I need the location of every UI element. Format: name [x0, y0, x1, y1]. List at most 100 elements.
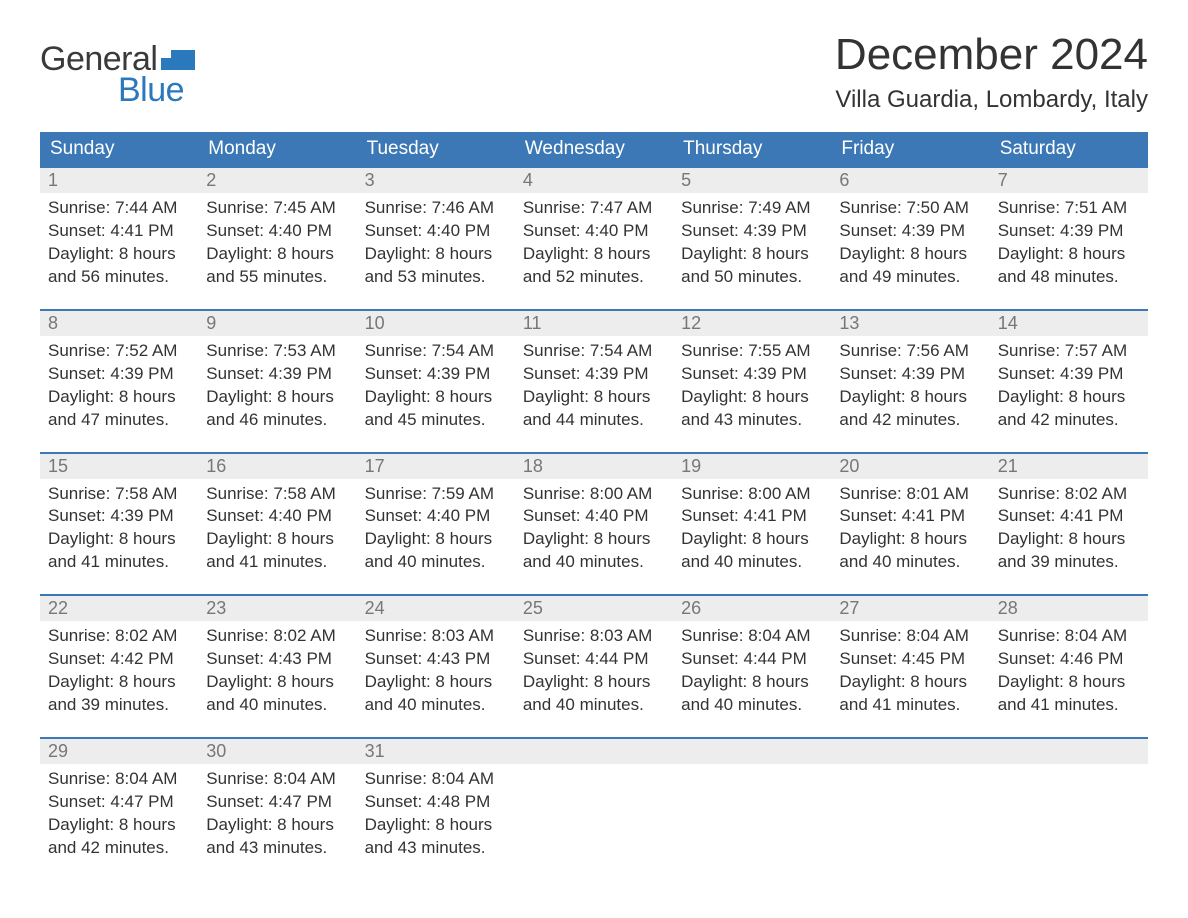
daylight-line-2: and 40 minutes.: [365, 694, 507, 717]
day-number: 14: [990, 309, 1148, 336]
sunrise-line: Sunrise: 7:50 AM: [839, 197, 981, 220]
day-number: 17: [357, 452, 515, 479]
day-body: Sunrise: 7:55 AMSunset: 4:39 PMDaylight:…: [673, 336, 831, 440]
sunset-line: Sunset: 4:40 PM: [365, 220, 507, 243]
day-cell: 10Sunrise: 7:54 AMSunset: 4:39 PMDayligh…: [357, 309, 515, 440]
sunrise-line: Sunrise: 8:00 AM: [681, 483, 823, 506]
sunset-line: Sunset: 4:48 PM: [365, 791, 507, 814]
sunrise-line: Sunrise: 7:57 AM: [998, 340, 1140, 363]
day-number: 11: [515, 309, 673, 336]
day-body: Sunrise: 8:00 AMSunset: 4:41 PMDaylight:…: [673, 479, 831, 583]
day-body: Sunrise: 7:58 AMSunset: 4:40 PMDaylight:…: [198, 479, 356, 583]
daylight-line-1: Daylight: 8 hours: [681, 243, 823, 266]
sunset-line: Sunset: 4:44 PM: [523, 648, 665, 671]
sunset-line: Sunset: 4:40 PM: [206, 220, 348, 243]
sunset-line: Sunset: 4:39 PM: [998, 363, 1140, 386]
daylight-line-2: and 43 minutes.: [206, 837, 348, 860]
day-number: 26: [673, 594, 831, 621]
daylight-line-1: Daylight: 8 hours: [998, 243, 1140, 266]
day-cell: [515, 737, 673, 868]
sunrise-line: Sunrise: 7:55 AM: [681, 340, 823, 363]
day-number: 22: [40, 594, 198, 621]
day-cell: 1Sunrise: 7:44 AMSunset: 4:41 PMDaylight…: [40, 166, 198, 297]
sunset-line: Sunset: 4:43 PM: [206, 648, 348, 671]
day-body: Sunrise: 7:52 AMSunset: 4:39 PMDaylight:…: [40, 336, 198, 440]
sunrise-line: Sunrise: 7:54 AM: [523, 340, 665, 363]
day-number: 25: [515, 594, 673, 621]
day-cell: 9Sunrise: 7:53 AMSunset: 4:39 PMDaylight…: [198, 309, 356, 440]
day-number: 7: [990, 166, 1148, 193]
sunrise-line: Sunrise: 8:04 AM: [365, 768, 507, 791]
day-header-cell: Tuesday: [357, 132, 515, 166]
daylight-line-1: Daylight: 8 hours: [206, 386, 348, 409]
day-cell: 28Sunrise: 8:04 AMSunset: 4:46 PMDayligh…: [990, 594, 1148, 725]
day-body: Sunrise: 8:04 AMSunset: 4:48 PMDaylight:…: [357, 764, 515, 868]
daylight-line-1: Daylight: 8 hours: [206, 528, 348, 551]
sunset-line: Sunset: 4:39 PM: [523, 363, 665, 386]
sunset-line: Sunset: 4:39 PM: [206, 363, 348, 386]
sunset-line: Sunset: 4:39 PM: [681, 363, 823, 386]
day-header-cell: Monday: [198, 132, 356, 166]
day-number: 29: [40, 737, 198, 764]
day-cell: 18Sunrise: 8:00 AMSunset: 4:40 PMDayligh…: [515, 452, 673, 583]
day-number: 9: [198, 309, 356, 336]
daylight-line-2: and 40 minutes.: [839, 551, 981, 574]
daylight-line-1: Daylight: 8 hours: [365, 814, 507, 837]
sunrise-line: Sunrise: 8:04 AM: [48, 768, 190, 791]
day-cell: 31Sunrise: 8:04 AMSunset: 4:48 PMDayligh…: [357, 737, 515, 868]
day-body: Sunrise: 7:59 AMSunset: 4:40 PMDaylight:…: [357, 479, 515, 583]
sunset-line: Sunset: 4:46 PM: [998, 648, 1140, 671]
day-cell: 24Sunrise: 8:03 AMSunset: 4:43 PMDayligh…: [357, 594, 515, 725]
day-body: Sunrise: 8:03 AMSunset: 4:44 PMDaylight:…: [515, 621, 673, 725]
day-number: 10: [357, 309, 515, 336]
day-body: Sunrise: 7:44 AMSunset: 4:41 PMDaylight:…: [40, 193, 198, 297]
daylight-line-1: Daylight: 8 hours: [48, 386, 190, 409]
day-cell: 29Sunrise: 8:04 AMSunset: 4:47 PMDayligh…: [40, 737, 198, 868]
header: General Blue December 2024 Villa Guardia…: [40, 30, 1148, 126]
day-cell: 8Sunrise: 7:52 AMSunset: 4:39 PMDaylight…: [40, 309, 198, 440]
sunrise-line: Sunrise: 8:01 AM: [839, 483, 981, 506]
daylight-line-2: and 41 minutes.: [998, 694, 1140, 717]
sunrise-line: Sunrise: 7:47 AM: [523, 197, 665, 220]
day-cell: 21Sunrise: 8:02 AMSunset: 4:41 PMDayligh…: [990, 452, 1148, 583]
day-number: 24: [357, 594, 515, 621]
sunset-line: Sunset: 4:40 PM: [365, 505, 507, 528]
sunset-line: Sunset: 4:45 PM: [839, 648, 981, 671]
daylight-line-1: Daylight: 8 hours: [365, 243, 507, 266]
daylight-line-1: Daylight: 8 hours: [365, 528, 507, 551]
daylight-line-2: and 43 minutes.: [365, 837, 507, 860]
day-header-cell: Friday: [831, 132, 989, 166]
sunrise-line: Sunrise: 7:56 AM: [839, 340, 981, 363]
sunset-line: Sunset: 4:40 PM: [523, 220, 665, 243]
day-cell: 26Sunrise: 8:04 AMSunset: 4:44 PMDayligh…: [673, 594, 831, 725]
month-title: December 2024: [835, 30, 1148, 80]
sunrise-line: Sunrise: 8:04 AM: [998, 625, 1140, 648]
day-number: 8: [40, 309, 198, 336]
daylight-line-1: Daylight: 8 hours: [206, 814, 348, 837]
logo-word2: Blue: [118, 71, 195, 110]
daylight-line-2: and 40 minutes.: [523, 551, 665, 574]
sunrise-line: Sunrise: 7:49 AM: [681, 197, 823, 220]
sunrise-line: Sunrise: 8:03 AM: [365, 625, 507, 648]
day-body: Sunrise: 8:03 AMSunset: 4:43 PMDaylight:…: [357, 621, 515, 725]
day-body: Sunrise: 8:04 AMSunset: 4:46 PMDaylight:…: [990, 621, 1148, 725]
day-number: 18: [515, 452, 673, 479]
day-cell: 15Sunrise: 7:58 AMSunset: 4:39 PMDayligh…: [40, 452, 198, 583]
day-body: Sunrise: 8:02 AMSunset: 4:41 PMDaylight:…: [990, 479, 1148, 583]
day-number: 2: [198, 166, 356, 193]
daylight-line-1: Daylight: 8 hours: [523, 243, 665, 266]
day-cell: 3Sunrise: 7:46 AMSunset: 4:40 PMDaylight…: [357, 166, 515, 297]
day-number: 4: [515, 166, 673, 193]
day-body: Sunrise: 8:04 AMSunset: 4:47 PMDaylight:…: [198, 764, 356, 868]
day-number: 31: [357, 737, 515, 764]
sunrise-line: Sunrise: 7:58 AM: [48, 483, 190, 506]
day-header-cell: Wednesday: [515, 132, 673, 166]
sunset-line: Sunset: 4:43 PM: [365, 648, 507, 671]
daylight-line-2: and 41 minutes.: [206, 551, 348, 574]
sunrise-line: Sunrise: 7:46 AM: [365, 197, 507, 220]
daylight-line-1: Daylight: 8 hours: [48, 528, 190, 551]
daylight-line-2: and 40 minutes.: [365, 551, 507, 574]
day-number: 16: [198, 452, 356, 479]
sunset-line: Sunset: 4:39 PM: [48, 363, 190, 386]
day-number: 5: [673, 166, 831, 193]
